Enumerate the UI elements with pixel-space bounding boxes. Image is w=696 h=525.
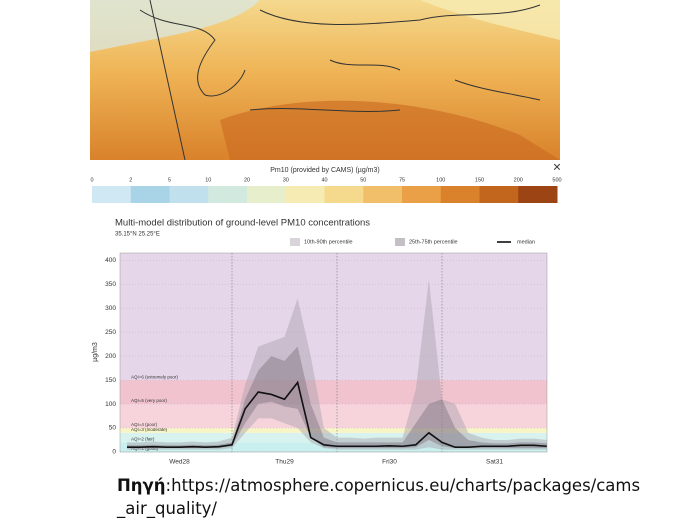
y-tick-label: 100 [105,401,116,408]
colorbar-tick-label: 100 [436,177,445,183]
colorbar-segment [518,186,558,203]
colorbar-segment [440,186,480,203]
colorbar-segment [247,186,287,203]
colorbar-tick-label: 30 [283,177,289,183]
colorbar-tick-label: 50 [360,177,366,183]
y-tick-label: 0 [112,449,116,456]
median-line [127,380,548,449]
close-button[interactable]: × [553,159,561,175]
colorbar-tick-label: 500 [552,177,561,183]
colorbar-tick-label: 10 [205,177,211,183]
aqi-band [120,442,547,452]
colorbar-tick-label: 2 [129,177,132,183]
x-tick-label: Wed28 [169,459,190,466]
colorbar-segment [402,186,442,203]
colorbar-title: Pm10 (provided by CAMS) (µg/m3) [270,167,379,174]
caption-url: :https://atmosphere.copernicus.eu/charts… [117,476,641,518]
y-tick-label: 150 [105,377,116,384]
aqi-band [120,404,547,429]
colorbar-tick-label: 75 [399,177,405,183]
colorbar-tick-label: 40 [321,177,327,183]
colorbar-segment [169,186,209,203]
caption-label: Πηγή [117,476,166,495]
y-axis-label: µg/m3 [92,342,99,362]
x-tick-label: Thu29 [275,459,294,466]
plot: AQI=1 (good) AQI=2 (fair) AQI=3 (moderate)… [105,252,548,466]
aqi-label: AQI=1 (good) [131,446,159,451]
aqi-band [120,380,547,405]
y-tick-label: 250 [105,329,116,336]
colorbar-tick-label: 5 [168,177,171,183]
y-tick-label: 200 [105,353,116,360]
colorbar-tick-label: 20 [244,177,250,183]
colorbar-segment [208,186,248,203]
aqi-band [120,253,547,381]
aqi-label: AQI=3 (moderate) [131,427,168,432]
legend-swatch [290,238,300,246]
legend-swatch [395,238,405,246]
aqi-band [120,432,547,443]
map [90,0,560,161]
y-tick-label: 300 [105,305,116,312]
aqi-label: AQI=4 (poor) [131,422,158,427]
percentile-band [127,346,547,449]
chart-title: Multi-model distribution of ground-level… [115,218,370,229]
legend-label: 10th-90th percentile [304,239,353,245]
x-tick-label: Fri30 [382,459,397,466]
legend-label: median [517,239,535,245]
legend-label: 25th-75th percentile [409,239,458,245]
colorbar-segment [363,186,403,203]
y-tick-label: 400 [105,257,116,264]
aqi-label: AQI=5 (very poor) [131,398,167,403]
colorbar-tick-label: 150 [475,177,484,183]
colorbar-tick-label: 0 [90,177,93,183]
chart-subtitle: 35.15°N 25.25°E [115,232,160,238]
colorbar-tick-label: 200 [514,177,523,183]
colorbar-segment [479,186,519,203]
aqi-label: AQI=2 (fair) [131,437,155,442]
plot-frame [119,252,548,453]
legend: 10th-90th percentile 25th-75th percentile… [290,238,535,246]
x-tick-label: Sat31 [486,459,503,466]
percentile-band [127,279,547,450]
y-tick-label: 50 [109,425,117,432]
aqi-band [120,428,547,433]
colorbar-segment [130,186,170,203]
y-tick-label: 350 [105,281,116,288]
colorbar: 0 2 5 10 20 30 40 50 75 100 150 200 500 [90,177,562,203]
colorbar-segment [92,186,132,203]
caption: Πηγή:https://atmosphere.copernicus.eu/ch… [117,474,647,520]
colorbar-segment [285,186,325,203]
colorbar-segment [324,186,364,203]
aqi-label: AQI=6 (extremely poor) [131,374,178,379]
